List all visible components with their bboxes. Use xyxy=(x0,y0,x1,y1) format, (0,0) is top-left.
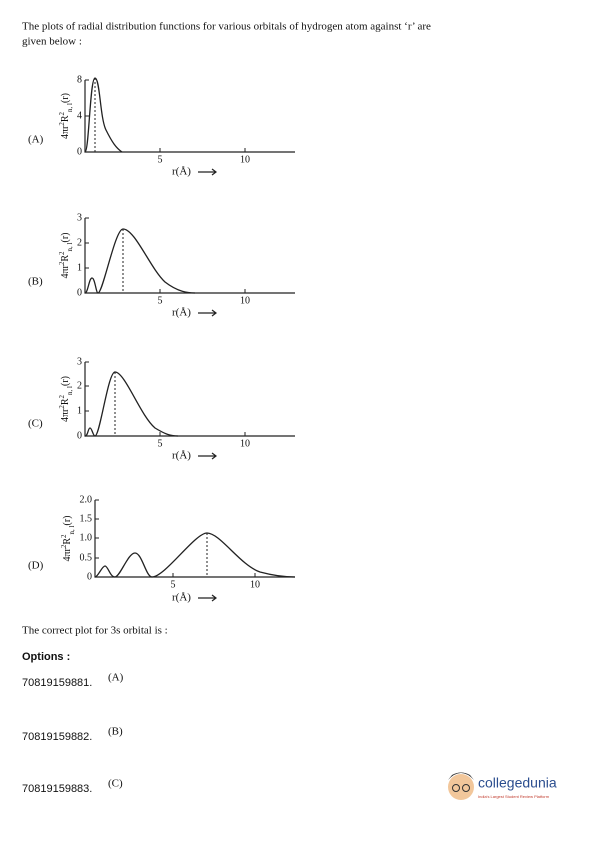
axes xyxy=(84,218,295,294)
option-id: 70819159883. xyxy=(22,783,92,795)
y-axis-label-part: 4πr xyxy=(62,547,73,561)
plot: (D)2.01.51.00.505 10r(Å)4πr2R2n, l(r) xyxy=(28,494,296,604)
y-axis-label-part: (r) xyxy=(62,515,73,525)
y-tick-label: 1.5 xyxy=(80,513,93,524)
logo-icon xyxy=(448,774,474,800)
plot-label: (D) xyxy=(28,560,44,572)
y-tick-label: 0 xyxy=(77,146,82,157)
y-axis-label-part: (r) xyxy=(60,93,71,103)
y-tick-label: 2 xyxy=(77,380,82,391)
axes xyxy=(94,500,295,578)
x-axis-label: r(Å) xyxy=(172,166,191,178)
y-tick-label: 3 xyxy=(77,212,82,223)
x-tick-label: 10 xyxy=(240,295,250,306)
x-tick-label: 5 xyxy=(158,154,163,165)
x-tick-label: 5 xyxy=(158,438,163,449)
logo: collegedunia India's Largest Student Rev… xyxy=(448,772,557,800)
x-axis-arrow xyxy=(198,452,217,460)
y-axis-label-part: R xyxy=(60,398,71,405)
curve xyxy=(84,77,123,153)
x-tick-label: 10 xyxy=(250,579,260,590)
x-axis-label: r(Å) xyxy=(172,592,191,604)
y-tick-label: 1 xyxy=(77,405,82,416)
logo-tagline: India's Largest Student Review Platform xyxy=(478,794,550,799)
question-text: given below : xyxy=(22,36,82,48)
logo-name: collegedunia xyxy=(478,775,557,791)
x-axis-arrow xyxy=(198,309,217,317)
y-axis-label-part: 4πr xyxy=(60,264,71,278)
prompt: The correct plot for 3s orbital is : xyxy=(22,625,168,637)
option-label: (C) xyxy=(108,778,123,790)
y-axis-label-part: 2 xyxy=(60,544,68,548)
y-tick-label: 3 xyxy=(77,356,82,367)
y-axis-label: 4πr2R2n, l(r) xyxy=(58,232,74,278)
curve xyxy=(94,532,296,578)
x-tick-label: 5 xyxy=(171,579,176,590)
y-axis-label: 4πr2R2n, l(r) xyxy=(58,93,74,139)
y-tick-label: 0 xyxy=(87,571,92,582)
options-heading: Options : xyxy=(22,651,70,663)
y-tick-label: 0 xyxy=(77,287,82,298)
y-axis-label-part: 2 xyxy=(60,534,68,538)
logo-icon-glass xyxy=(452,784,460,792)
y-axis-label-part: n, l xyxy=(68,525,76,534)
y-axis-label-part: n, l xyxy=(66,242,74,251)
y-axis-label-part: 2 xyxy=(58,122,66,126)
y-tick-label: 4 xyxy=(77,110,82,121)
y-axis-label: 4πr2R2n, l(r) xyxy=(58,376,74,422)
y-axis-label-part: 4πr xyxy=(60,408,71,422)
question-text: The plots of radial distribution functio… xyxy=(22,21,431,33)
y-tick-label: 2.0 xyxy=(80,494,93,505)
y-axis-label-part: 2 xyxy=(58,111,66,115)
x-tick-label: 5 xyxy=(158,295,163,306)
x-axis-label: r(Å) xyxy=(172,307,191,319)
y-axis-label-part: 4πr xyxy=(60,125,71,139)
y-axis-label-part: 2 xyxy=(58,261,66,265)
y-axis-label-part: R xyxy=(62,538,73,545)
y-axis-label-part: n, l xyxy=(66,103,74,112)
y-tick-label: 2 xyxy=(77,237,82,248)
y-axis-label: 4πr2R2n, l(r) xyxy=(60,515,76,561)
logo-icon-hair xyxy=(448,772,474,780)
y-axis-label-part: n, l xyxy=(66,386,74,395)
curve xyxy=(84,371,179,437)
y-tick-label: 1.0 xyxy=(80,532,93,543)
axes xyxy=(84,362,295,437)
y-axis-label-part: 2 xyxy=(58,405,66,409)
option-id: 70819159882. xyxy=(22,731,92,743)
plot-label: (B) xyxy=(28,276,43,288)
axes xyxy=(84,80,295,153)
y-tick-label: 8 xyxy=(77,74,82,85)
y-tick-label: 0 xyxy=(77,430,82,441)
y-axis-label-part: 2 xyxy=(58,251,66,255)
option-label: (B) xyxy=(108,726,123,738)
y-axis-label-part: 2 xyxy=(58,394,66,398)
y-axis-label-part: R xyxy=(60,255,71,262)
option-id: 70819159881. xyxy=(22,677,92,689)
plot-label: (A) xyxy=(28,134,44,146)
plot-label: (C) xyxy=(28,418,43,430)
x-axis-label: r(Å) xyxy=(172,450,191,462)
x-axis-arrow xyxy=(198,594,217,602)
y-tick-label: 1 xyxy=(77,262,82,273)
curve xyxy=(84,228,196,294)
y-axis-label-part: (r) xyxy=(60,232,71,242)
x-tick-label: 10 xyxy=(240,154,250,165)
option-label: (A) xyxy=(108,672,124,684)
y-axis-label-part: (r) xyxy=(60,376,71,386)
y-tick-label: 0.5 xyxy=(80,552,93,563)
x-tick-label: 10 xyxy=(240,438,250,449)
logo-icon-glass xyxy=(462,784,470,792)
y-axis-label-part: R xyxy=(60,115,71,122)
x-axis-arrow xyxy=(198,168,217,176)
